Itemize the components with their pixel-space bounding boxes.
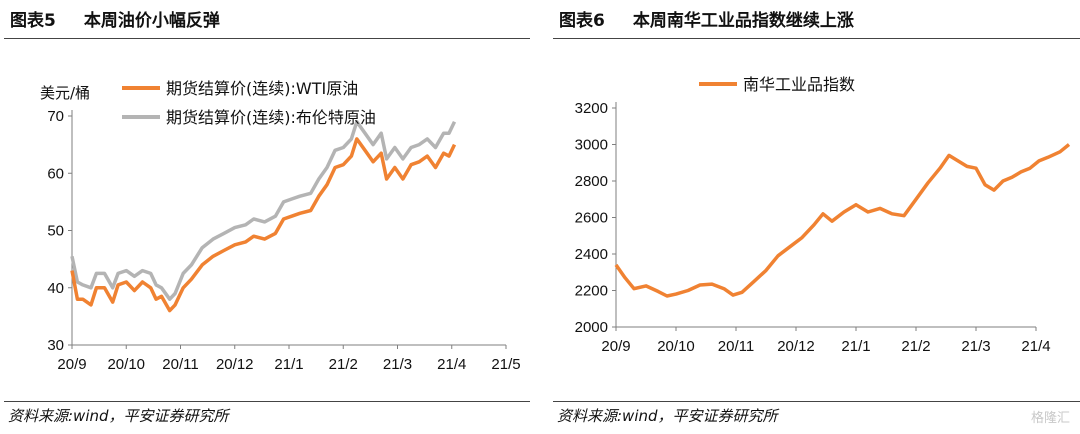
x-tick-label: 21/4 <box>437 356 466 373</box>
y-tick-label: 2400 <box>575 246 608 263</box>
title-rule <box>553 38 1080 39</box>
title-rule <box>4 38 530 39</box>
source-rule <box>553 401 1080 402</box>
x-tick-label: 20/10 <box>107 356 145 373</box>
y-tick-label: 2600 <box>575 210 608 227</box>
source-rule <box>4 401 530 402</box>
figure-5-source: 资料来源:wind，平安证券研究所 <box>8 407 229 425</box>
x-tick-label: 21/1 <box>841 338 870 355</box>
watermark-logo: 格隆汇 <box>1030 411 1070 426</box>
y-tick-label: 2200 <box>575 283 608 300</box>
figure-6-source: 资料来源:wind，平安证券研究所 <box>557 407 778 425</box>
x-tick-label: 21/3 <box>383 356 412 373</box>
nanhua-index-chart: 2000 2200 2400 2600 2800 3000 3200 20/9 20/10 20/… <box>575 75 1071 355</box>
oil-price-chart: 30 40 50 60 70 20/9 20/10 20/11 20/12 21/1 21/2 21/… <box>40 79 521 373</box>
x-tick-label: 21/1 <box>274 356 303 373</box>
x-tick-label: 20/10 <box>657 338 695 355</box>
figure-5-panel: 图表5 本周油价小幅反弹 30 40 50 60 70 20/9 20/10 20/11 20/1… <box>0 0 530 434</box>
legend-label: 期货结算价(连续):布伦特原油 <box>166 108 376 127</box>
legend-label: 期货结算价(连续):WTI原油 <box>166 79 358 98</box>
figure-6-title: 图表6 本周南华工业品指数继续上涨 <box>559 6 854 31</box>
x-tick-label: 21/4 <box>1021 338 1050 355</box>
x-tick-label: 20/9 <box>57 356 86 373</box>
x-tick-label: 20/11 <box>718 338 754 355</box>
x-tick-label: 21/2 <box>329 356 358 373</box>
y-tick-label: 50 <box>47 223 64 240</box>
x-tick-label: 21/3 <box>961 338 990 355</box>
series-line-1 <box>70 119 457 301</box>
x-tick-label: 20/9 <box>601 338 630 355</box>
legend-label: 南华工业品指数 <box>743 75 855 94</box>
x-tick-label: 21/2 <box>901 338 930 355</box>
y-tick-label: 40 <box>47 280 64 297</box>
figure-5-caption: 本周油价小幅反弹 <box>83 11 220 31</box>
y-tick-label: 3200 <box>575 100 608 117</box>
x-tick-label: 20/12 <box>216 356 254 373</box>
y-unit-label: 美元/桶 <box>40 84 90 102</box>
y-tick-label: 2000 <box>575 319 608 336</box>
x-tick-label: 20/11 <box>162 356 198 373</box>
figure-5-label: 图表5 <box>10 11 56 31</box>
y-tick-label: 2800 <box>575 173 608 190</box>
y-tick-label: 30 <box>47 337 64 354</box>
figure-6-panel: 图表6 本周南华工业品指数继续上涨 2000 2200 2400 2600 2800 300… <box>549 0 1080 434</box>
figure-5-title: 图表5 本周油价小幅反弹 <box>10 6 220 31</box>
figure-6-label: 图表6 <box>559 11 605 31</box>
x-tick-label: 20/12 <box>777 338 815 355</box>
series-line-0 <box>70 137 457 313</box>
x-tick-label: 21/5 <box>491 356 520 373</box>
y-tick-label: 60 <box>47 165 64 182</box>
y-tick-label: 3000 <box>575 137 608 154</box>
series-line-0 <box>614 143 1071 298</box>
y-tick-label: 70 <box>47 108 64 125</box>
figure-6-caption: 本周南华工业品指数继续上涨 <box>632 11 854 31</box>
